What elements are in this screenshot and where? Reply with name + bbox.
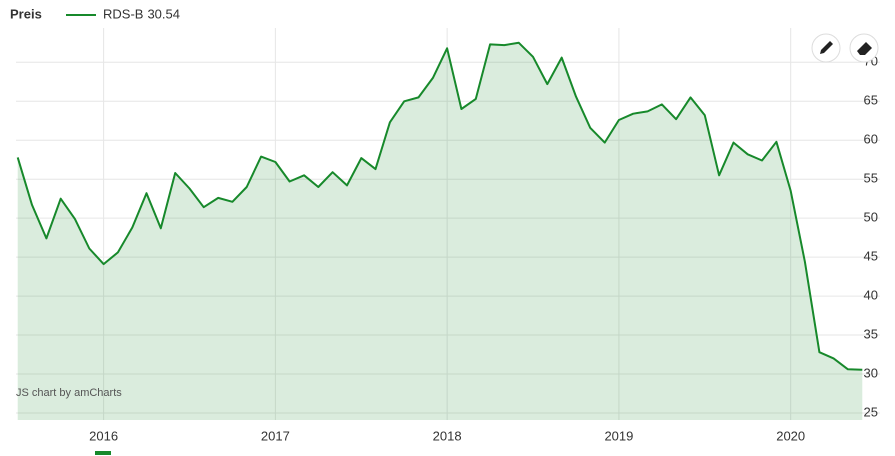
legend-title: Preis [10,6,42,21]
eraser-button[interactable] [849,33,879,63]
y-tick-label: 60 [864,132,878,147]
legend-value: 30.54 [147,6,180,21]
x-tick-label: 2020 [776,428,805,443]
pencil-icon [820,41,833,54]
legend-name[interactable]: RDS-B [103,6,143,21]
y-tick-label: 50 [864,210,878,225]
x-tick-label: 2017 [261,428,290,443]
area-fill [17,42,863,421]
y-tick-label: 25 [864,404,878,419]
credit[interactable]: JS chart by amCharts [16,387,122,399]
grid [16,28,880,420]
x-tick-label: 2018 [433,428,462,443]
x-tick-label: 2019 [604,428,633,443]
plot [16,41,863,421]
eraser-icon [857,42,872,55]
y-tick-label: 30 [864,365,878,380]
pencil-button[interactable] [811,33,841,63]
y-tick-label: 55 [864,171,878,186]
scroll-indicator[interactable] [95,451,111,455]
x-tick-label: 2016 [89,428,118,443]
series-line [16,41,863,371]
y-tick-label: 45 [864,249,878,264]
y-tick-label: 65 [864,93,878,108]
y-tick-label: 40 [864,288,878,303]
y-tick-label: 35 [864,326,878,341]
